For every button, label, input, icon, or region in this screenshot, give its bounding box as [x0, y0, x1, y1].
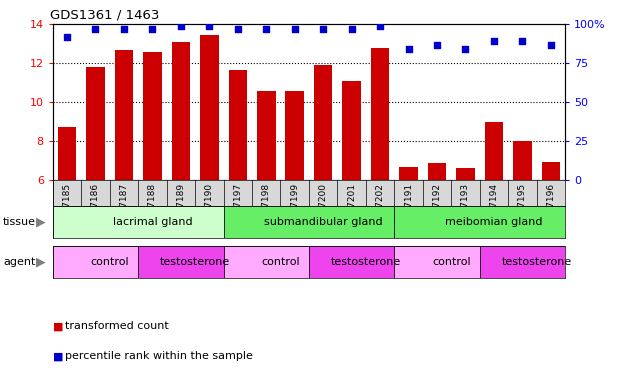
Point: [204, 23, 214, 29]
Text: GSM27197: GSM27197: [233, 183, 242, 232]
Point: [318, 26, 328, 32]
Text: GSM27191: GSM27191: [404, 183, 413, 232]
Text: GSM27195: GSM27195: [518, 183, 527, 232]
FancyBboxPatch shape: [224, 206, 394, 238]
Point: [91, 26, 101, 32]
FancyBboxPatch shape: [394, 246, 480, 278]
FancyBboxPatch shape: [138, 246, 224, 278]
Point: [432, 42, 442, 48]
Text: transformed count: transformed count: [65, 321, 169, 331]
FancyBboxPatch shape: [309, 246, 394, 278]
Text: agent: agent: [3, 256, 35, 267]
Text: GSM27201: GSM27201: [347, 183, 356, 232]
Text: control: control: [91, 256, 129, 267]
Text: submandibular gland: submandibular gland: [264, 217, 383, 227]
Bar: [542, 162, 560, 180]
Bar: [399, 167, 418, 180]
Text: control: control: [432, 256, 471, 267]
Text: GSM27193: GSM27193: [461, 183, 470, 232]
Text: testosterone: testosterone: [331, 256, 401, 267]
Point: [119, 26, 129, 32]
Text: GSM27192: GSM27192: [433, 183, 442, 232]
Bar: [86, 67, 105, 180]
Bar: [143, 52, 161, 180]
Bar: [229, 70, 247, 180]
Point: [290, 26, 300, 32]
Text: GSM27196: GSM27196: [546, 183, 555, 232]
Bar: [513, 141, 532, 180]
FancyBboxPatch shape: [224, 246, 309, 278]
Bar: [257, 90, 276, 180]
Text: percentile rank within the sample: percentile rank within the sample: [65, 351, 253, 361]
Bar: [58, 128, 76, 180]
Text: GSM27186: GSM27186: [91, 183, 100, 232]
Text: GSM27189: GSM27189: [176, 183, 185, 232]
Text: testosterone: testosterone: [502, 256, 572, 267]
Text: meibomian gland: meibomian gland: [445, 217, 543, 227]
Point: [233, 26, 243, 32]
FancyBboxPatch shape: [480, 246, 565, 278]
Bar: [342, 81, 361, 180]
Bar: [115, 50, 133, 180]
Text: ■: ■: [53, 321, 63, 331]
Point: [147, 26, 157, 32]
Text: ■: ■: [53, 351, 63, 361]
Text: ▶: ▶: [35, 255, 45, 268]
Point: [461, 46, 471, 52]
FancyBboxPatch shape: [53, 246, 138, 278]
Bar: [428, 164, 446, 180]
Point: [176, 23, 186, 29]
Text: GSM27198: GSM27198: [262, 183, 271, 232]
Point: [546, 42, 556, 48]
Point: [261, 26, 271, 32]
Text: GSM27199: GSM27199: [290, 183, 299, 232]
Bar: [171, 42, 190, 180]
Text: GSM27190: GSM27190: [205, 183, 214, 232]
Point: [375, 23, 385, 29]
Text: GSM27188: GSM27188: [148, 183, 157, 232]
Text: tissue: tissue: [3, 217, 36, 227]
Point: [517, 39, 527, 45]
Text: testosterone: testosterone: [160, 256, 230, 267]
Bar: [286, 92, 304, 180]
Text: ▶: ▶: [35, 216, 45, 229]
Text: GDS1361 / 1463: GDS1361 / 1463: [50, 9, 160, 22]
Bar: [371, 48, 389, 180]
Bar: [485, 122, 503, 180]
Bar: [456, 168, 474, 180]
Text: GSM27194: GSM27194: [489, 183, 499, 232]
Bar: [314, 65, 332, 180]
Bar: [200, 35, 219, 180]
Text: GSM27185: GSM27185: [63, 183, 71, 232]
FancyBboxPatch shape: [394, 206, 565, 238]
Text: lacrimal gland: lacrimal gland: [112, 217, 193, 227]
Text: GSM27202: GSM27202: [376, 183, 384, 232]
Point: [62, 34, 72, 40]
Point: [489, 39, 499, 45]
Point: [347, 26, 356, 32]
FancyBboxPatch shape: [53, 206, 224, 238]
Point: [404, 46, 414, 52]
Text: control: control: [261, 256, 300, 267]
Text: GSM27200: GSM27200: [319, 183, 328, 232]
Text: GSM27187: GSM27187: [119, 183, 129, 232]
